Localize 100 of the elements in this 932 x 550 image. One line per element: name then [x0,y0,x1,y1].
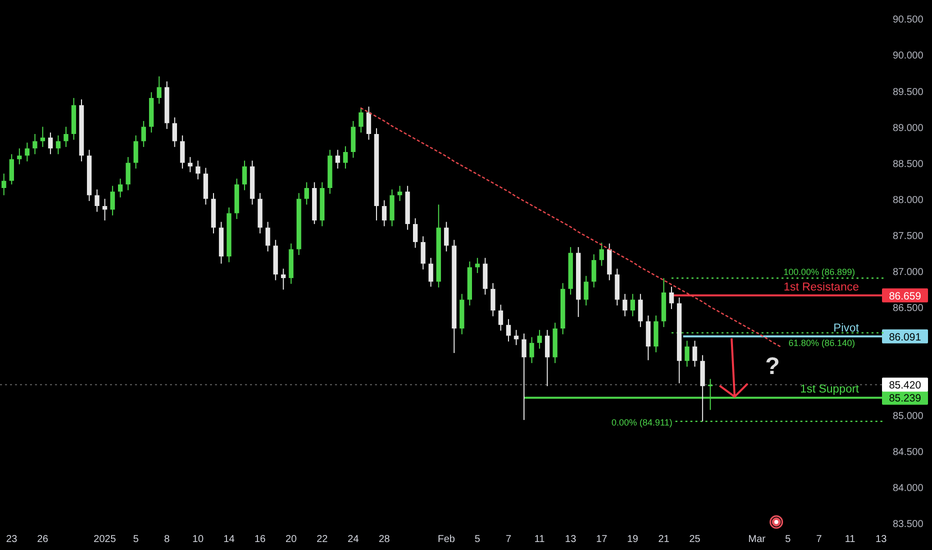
candlestick [281,268,286,290]
candlestick [40,126,46,148]
candlestick [506,318,511,342]
x-tick-label: 5 [785,534,792,545]
x-tick-label: 26 [37,534,49,545]
candlestick [544,329,550,387]
candlestick [64,126,68,148]
candlestick [102,198,108,221]
candlestick [490,282,496,317]
candlestick [522,333,526,420]
candlestick [622,293,628,317]
candlestick [266,221,270,252]
x-tick-label: Feb [438,534,456,545]
y-tick-label: 88.500 [892,158,924,170]
ref-line-label: 100.00% (86.899) [783,267,855,278]
candlestick [537,329,542,350]
x-tick-label: 20 [286,534,298,545]
x-tick-label: 5 [133,534,140,545]
x-tick-label: 22 [316,534,328,545]
candlestick [366,106,372,140]
candlestick [692,340,698,368]
candlestick [592,254,596,288]
candlestick [118,178,123,198]
candlestick [529,336,534,364]
candlestick [669,286,674,310]
candlestick [2,173,6,196]
x-tick-label: 14 [223,534,236,545]
x-tick-label: 23 [6,534,18,545]
y-tick-label: 90.000 [892,50,924,62]
candlestick [9,154,14,185]
annotation: 1st Resistance [784,281,859,294]
x-tick-label: 24 [348,534,360,545]
candlestick [335,149,340,170]
candlestick [444,221,449,252]
candlestick [599,242,604,266]
candlestick [630,293,636,317]
x-tick-label: 28 [378,534,390,545]
x-tick-label: 13 [876,534,888,545]
candlestick [56,134,61,155]
candlestick [188,156,193,173]
candlestick [32,133,38,155]
x-tick-label: 11 [534,534,546,545]
x-tick-label: 5 [474,534,481,545]
candlestick [24,142,30,162]
candlestick [498,304,504,332]
candlestick [156,76,162,104]
ref-line-label: 86.091 [888,331,922,344]
candlestick [172,116,177,148]
y-tick-label: 89.500 [892,86,924,98]
candlestick [514,329,519,346]
x-tick-label: 19 [627,534,639,545]
y-tick-label: 83.500 [892,519,924,530]
candlestick [343,146,348,170]
candlestick [413,218,418,248]
ref-line-label: 61.80% (86.140) [788,338,855,348]
candlestick [242,160,247,191]
candlestick [428,257,434,288]
candlestick [584,275,588,306]
candlestick [358,108,364,134]
y-tick-label: 87.000 [892,266,924,278]
x-tick-label: 7 [816,534,822,545]
candlestick [110,185,115,216]
candlestick [94,188,100,212]
y-tick-label: 84.500 [892,446,924,458]
line-series [360,107,781,348]
candlestick [134,134,138,170]
y-tick-label: 90.500 [892,14,924,26]
x-tick-label: Mar [748,534,766,545]
x-tick-label: 16 [254,534,266,545]
x-tick-label: 2025 [94,534,116,545]
x-tick-label: 11 [844,534,856,545]
x-tick-label: 8 [164,534,170,545]
y-tick-label: 84.000 [892,482,924,494]
candlestick [475,257,480,274]
ref-line-label: 85.420 [888,380,922,392]
x-tick-label: 10 [192,534,204,545]
y-tick-label: 86.500 [892,302,924,314]
x-tick-label: 21 [658,534,670,545]
ref-line-label: 0.00% (84.911) [612,417,672,428]
candlestick [684,340,690,368]
ref-line-label: 86.659 [888,290,922,302]
y-tick-label: 85.000 [892,410,924,422]
annotation: Pivot [833,322,860,334]
ref-line-label: 85.239 [888,392,922,405]
x-tick-label: 17 [596,534,608,545]
candlestick [382,200,387,227]
candlestick [638,293,643,328]
candlestick [180,134,185,170]
x-tick-label: 25 [689,534,701,545]
annotation: 1st Support [800,384,860,396]
candlestick [304,182,309,206]
y-tick-label: 88.000 [892,194,924,206]
candlestick [196,160,200,180]
y-tick-label: 89.000 [892,122,924,134]
x-tick-label: 7 [506,534,512,545]
candlestick [420,236,426,270]
candlestick [126,156,130,191]
candlestick [397,185,402,202]
x-tick-label: 13 [565,534,577,545]
candlestick [17,148,22,165]
